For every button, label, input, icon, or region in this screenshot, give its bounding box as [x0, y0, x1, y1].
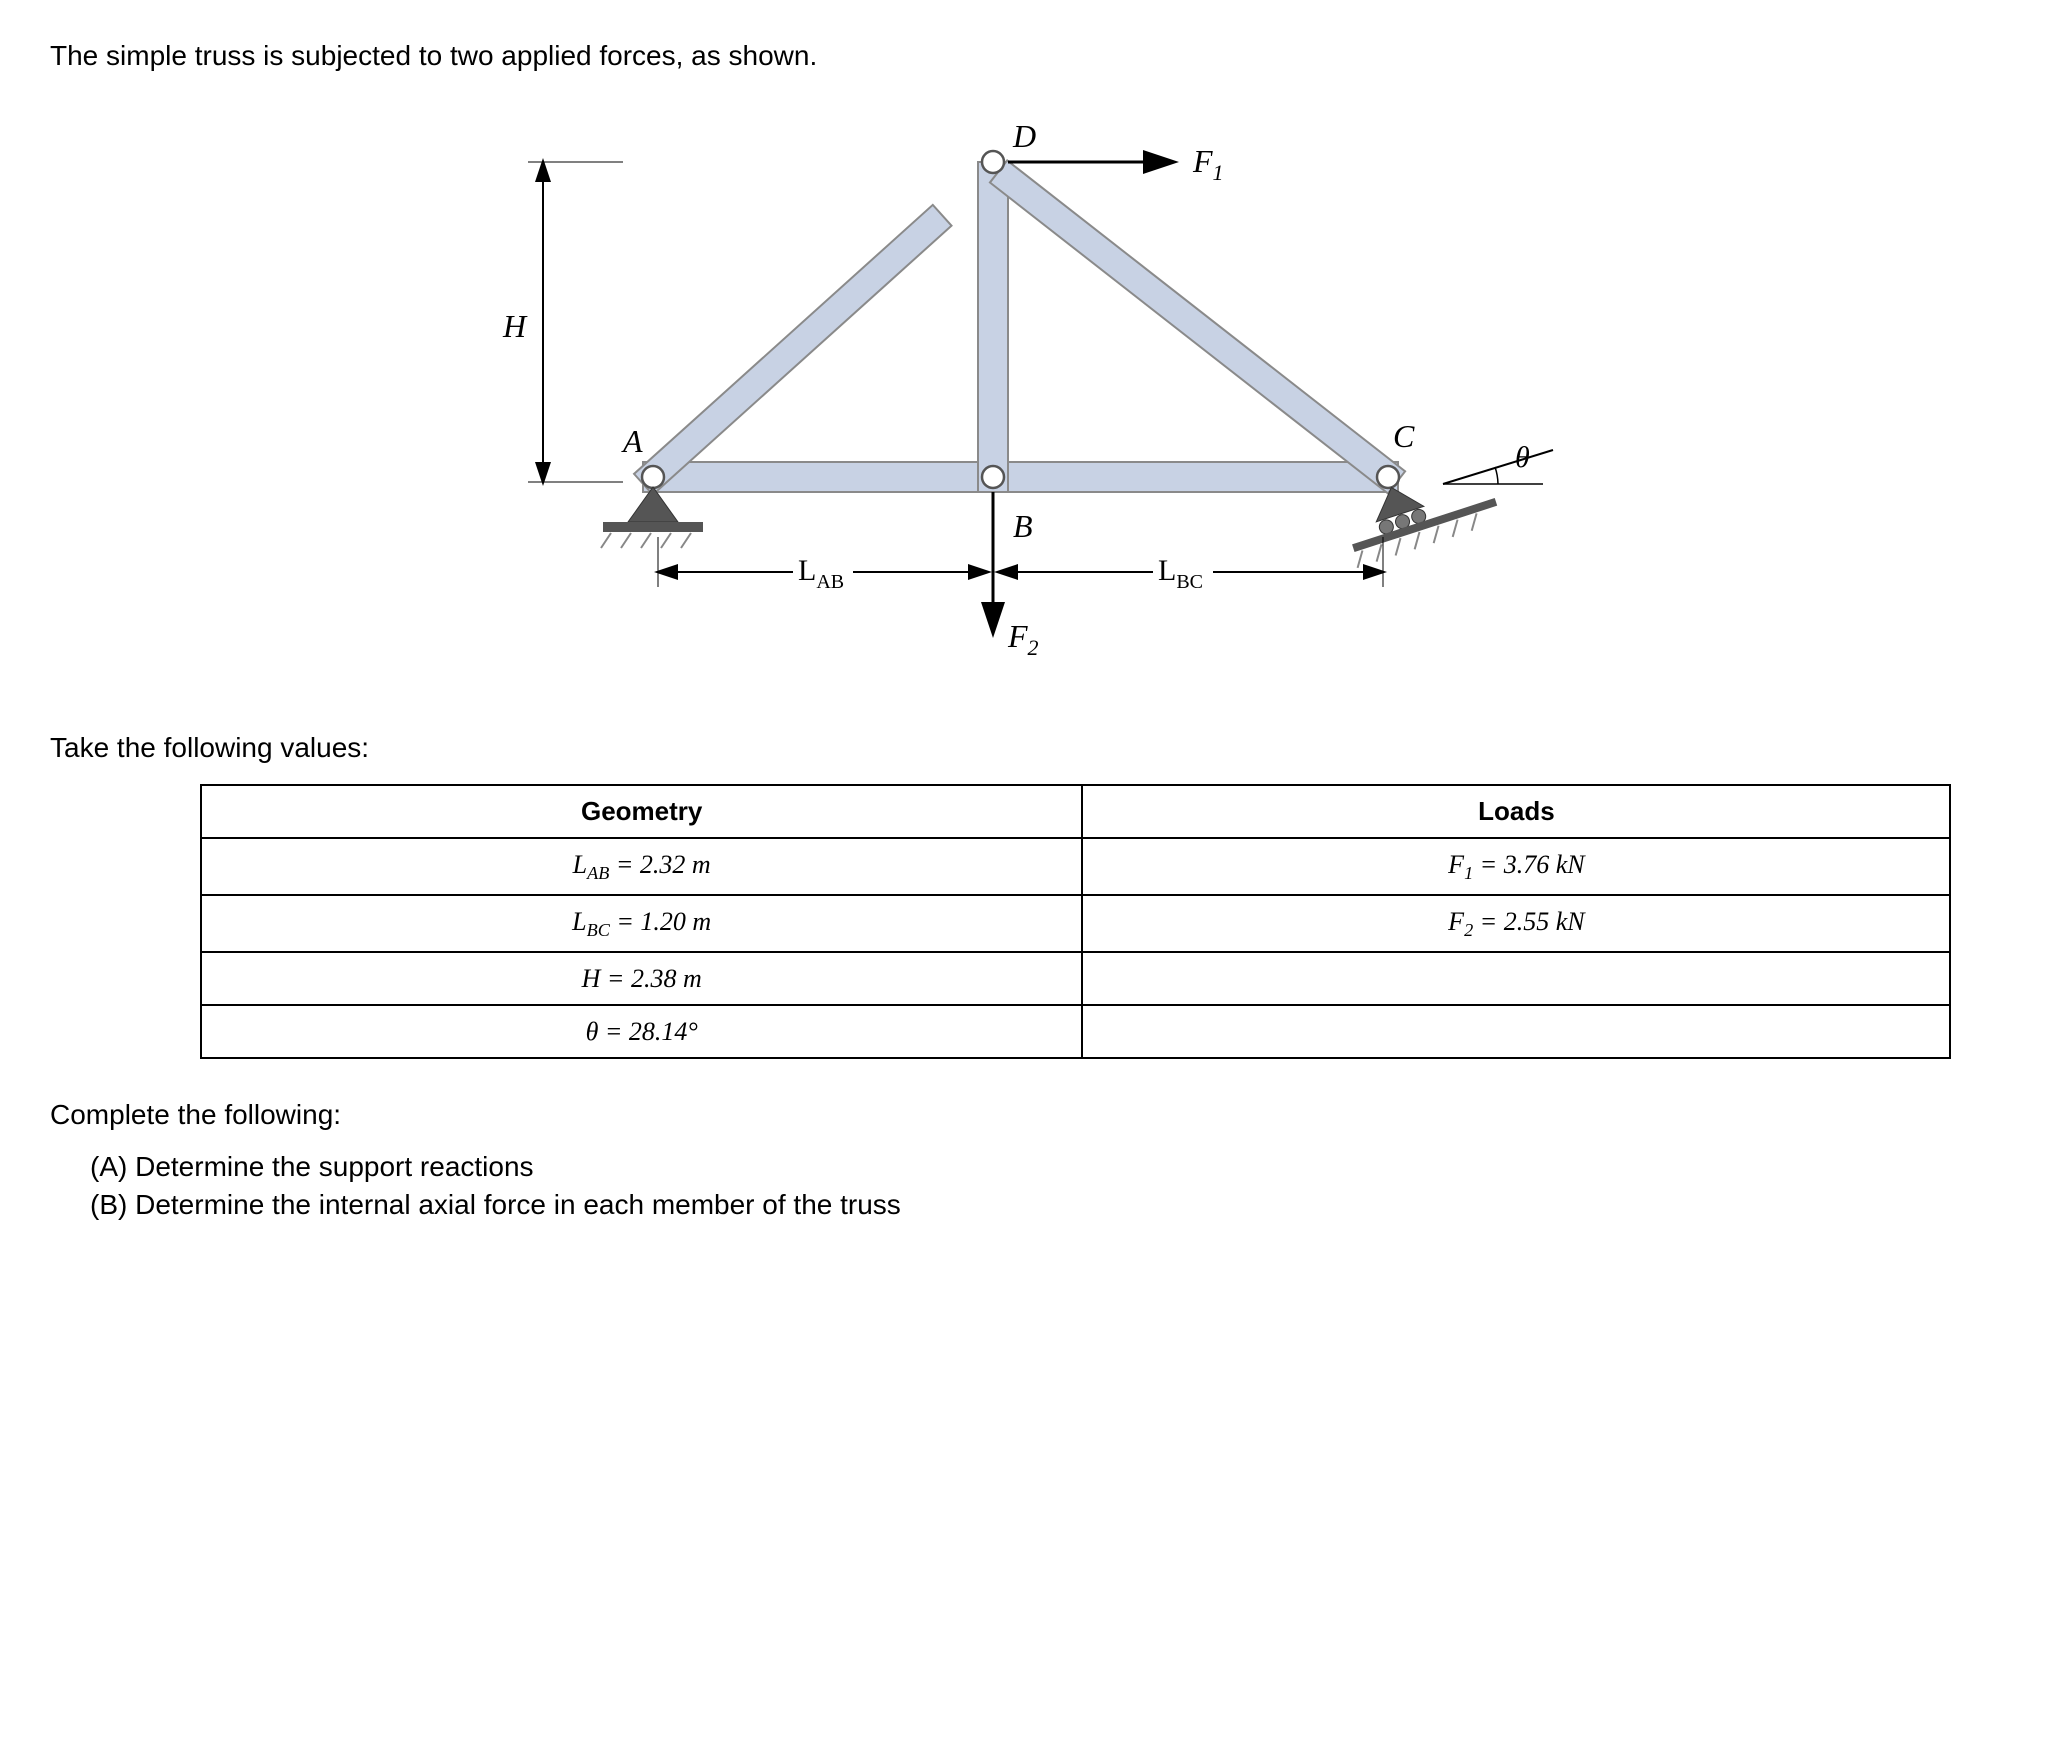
label-F2-sub: 2: [1028, 635, 1039, 660]
label-F1: F: [1192, 143, 1213, 179]
node-label-B: B: [1013, 508, 1033, 544]
header-geometry: Geometry: [201, 785, 1082, 838]
task-list: (A) Determine the support reactions (B) …: [90, 1151, 1996, 1221]
label-H: H: [502, 308, 528, 344]
header-loads: Loads: [1082, 785, 1950, 838]
dimension-LAB: LAB: [658, 537, 988, 593]
cell-geom-1: LBC = 1.20 m: [201, 895, 1082, 952]
cell-load-1: F2 = 2.55 kN: [1082, 895, 1950, 952]
cell-geom-2: H = 2.38 m: [201, 952, 1082, 1005]
label-LAB: L: [798, 554, 816, 587]
cell-geom-0: LAB = 2.32 m: [201, 838, 1082, 895]
task-B: (B) Determine the internal axial force i…: [90, 1189, 1996, 1221]
label-LBC: L: [1158, 554, 1176, 587]
complete-intro: Complete the following:: [50, 1099, 1996, 1131]
label-F1-sub: 1: [1213, 160, 1224, 185]
problem-statement: The simple truss is subjected to two app…: [50, 40, 1996, 72]
cell-load-3: [1082, 1005, 1950, 1058]
table-row: H = 2.38 m: [201, 952, 1950, 1005]
table-header-row: Geometry Loads: [201, 785, 1950, 838]
cell-geom-3: θ = 28.14°: [201, 1005, 1082, 1058]
label-LBC-sub: BC: [1176, 571, 1203, 593]
node-label-C: C: [1393, 418, 1415, 454]
label-F2: F: [1007, 618, 1028, 654]
label-LAB-sub: AB: [816, 571, 844, 593]
cell-load-2: [1082, 952, 1950, 1005]
support-A-pin: [601, 487, 703, 548]
cell-load-0: F1 = 3.76 kN: [1082, 838, 1950, 895]
truss-diagram: H: [423, 92, 1623, 692]
table-row: LAB = 2.32 m F1 = 3.76 kN: [201, 838, 1950, 895]
table-row: LBC = 1.20 m F2 = 2.55 kN: [201, 895, 1950, 952]
values-table: Geometry Loads LAB = 2.32 m F1 = 3.76 kN…: [200, 784, 1951, 1059]
task-A: (A) Determine the support reactions: [90, 1151, 1996, 1183]
label-theta: θ: [1515, 441, 1530, 474]
force-F1: F1: [1008, 143, 1224, 185]
dimension-LBC: LBC: [998, 537, 1383, 593]
dimension-H: H: [502, 162, 623, 482]
node-label-A: A: [621, 423, 643, 459]
svg-text:F1: F1: [1192, 143, 1224, 185]
truss-members: [634, 160, 1405, 494]
values-intro: Take the following values:: [50, 732, 1996, 764]
node-label-D: D: [1012, 118, 1036, 154]
svg-text:F2: F2: [1007, 618, 1039, 660]
theta-angle: θ: [1443, 441, 1553, 484]
table-row: θ = 28.14°: [201, 1005, 1950, 1058]
